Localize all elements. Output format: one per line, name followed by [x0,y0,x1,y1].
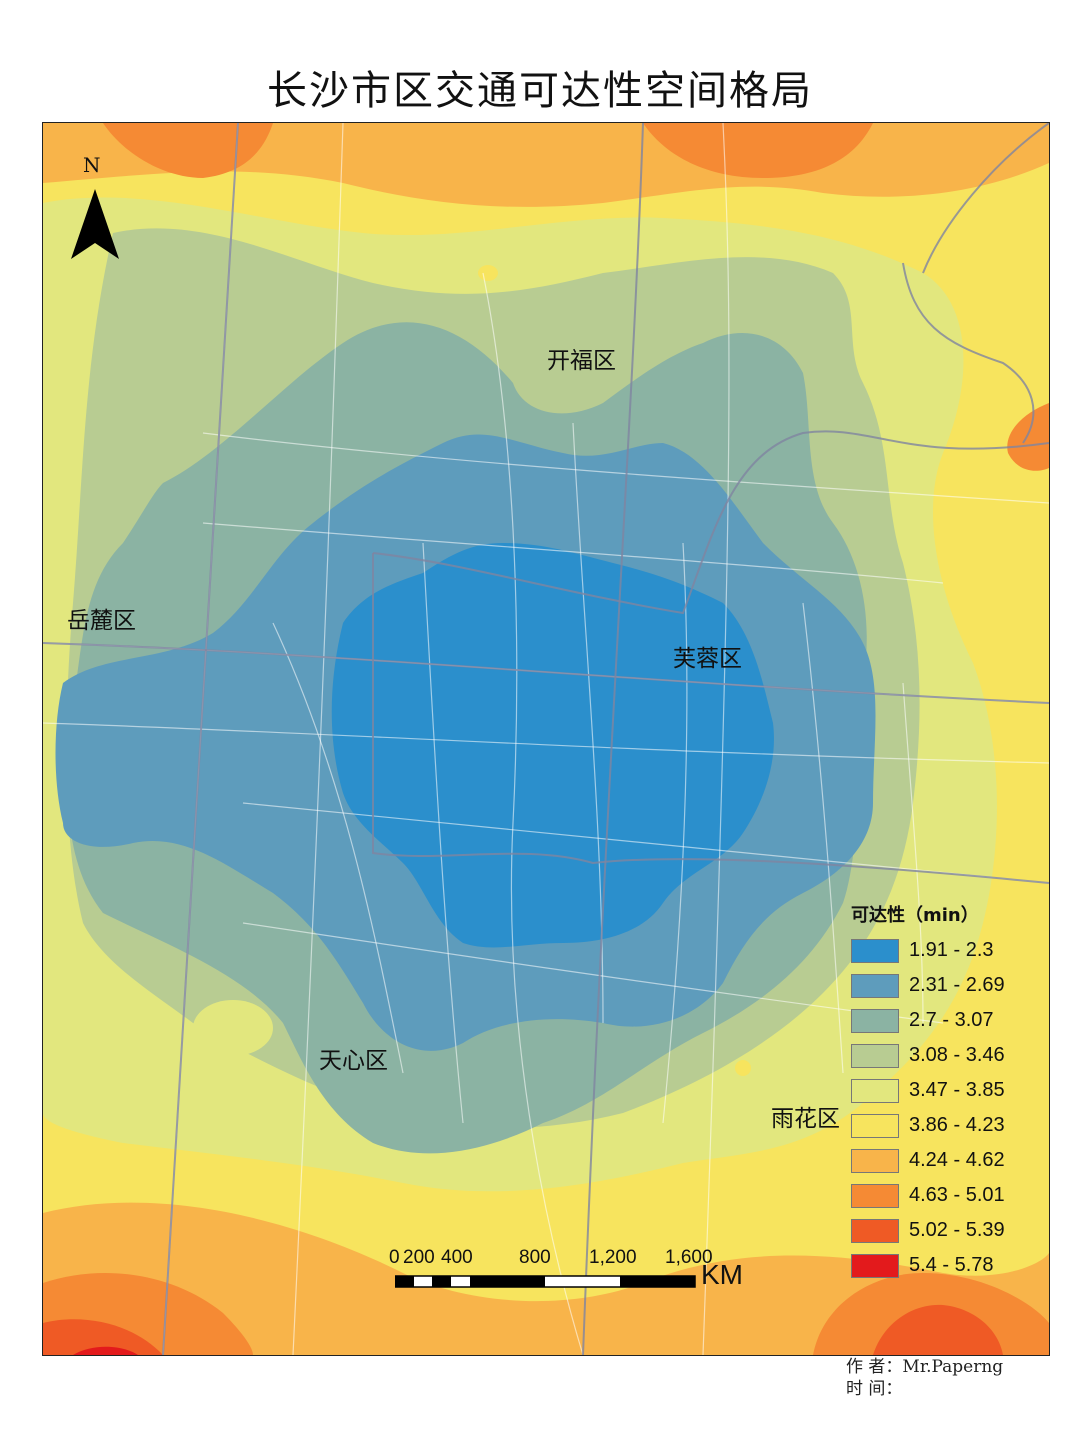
zone-3-86-blob [478,265,498,281]
scale-tick-label: 800 [519,1247,551,1268]
legend-title: 可达性（min） [851,905,979,926]
legend-swatch [851,1008,899,1033]
north-label: N [83,153,101,177]
scale-tick-label: 1,600 [665,1247,713,1268]
legend-item: 2.7 - 3.07 [851,1003,1041,1038]
legend-swatch [851,973,899,998]
legend-item: 3.86 - 4.23 [851,1108,1041,1143]
legend-swatch [851,1078,899,1103]
zone-3-86-blob-2 [735,1060,751,1076]
legend-label: 2.7 - 3.07 [909,1009,994,1031]
district-label-furong: 芙蓉区 [673,646,742,672]
legend-label: 3.08 - 3.46 [909,1044,1005,1066]
legend-item: 2.31 - 2.69 [851,968,1041,1003]
legend-label: 3.47 - 3.85 [909,1079,1005,1101]
scale-tick-label: 1,200 [589,1247,637,1268]
zone-4-63-top-right [643,123,873,178]
zone-5-4-bottom-left [73,1346,138,1355]
zone-5-02-bottom-right [873,1304,1003,1355]
district-label-kaifu: 开福区 [547,348,616,374]
legend-label: 3.86 - 4.23 [909,1114,1005,1136]
legend-swatch [851,1253,899,1278]
zone-5-02-bottom-left [43,1319,163,1355]
legend-label: 5.4 - 5.78 [909,1254,994,1276]
legend-label: 5.02 - 5.39 [909,1219,1005,1241]
legend-swatch [851,1113,899,1138]
page-title: 长沙市区交通可达性空间格局 [267,68,813,114]
scale-bar: 0 200 400 800 1,200 1,600 KM [389,1247,743,1297]
zone-3-47-blob [193,1000,273,1056]
zone-4-63-top-left [103,123,273,178]
map-frame[interactable]: N 开福区 岳麓区 芙蓉区 天心区 雨花区 可达性（min） 1.91 - 2.… [42,122,1050,1356]
scale-tick-label: 0 [389,1247,400,1268]
legend-item: 4.63 - 5.01 [851,1178,1041,1213]
credits: 作 者：Mr.Paperng 时 间： [846,1356,1003,1400]
district-label-yuelu: 岳麓区 [67,608,136,634]
legend-swatch [851,938,899,963]
district-label-yuhua: 雨花区 [771,1106,840,1132]
author-name: Mr.Paperng [902,1357,1004,1377]
scale-tick-label: 400 [441,1247,473,1268]
scale-unit: KM [701,1259,743,1290]
time-label: 时 间： [846,1379,903,1399]
legend-item: 3.08 - 3.46 [851,1038,1041,1073]
legend-label: 2.31 - 2.69 [909,974,1005,996]
main-roads [43,123,1049,1355]
author-label: 作 者： [846,1357,903,1377]
legend-item: 5.02 - 5.39 [851,1213,1041,1248]
legend-item: 5.4 - 5.78 [851,1248,1041,1283]
legend-swatch [851,1218,899,1243]
district-label-tianxin: 天心区 [319,1048,388,1074]
accessibility-map[interactable] [43,123,1049,1355]
legend-label: 1.91 - 2.3 [909,939,994,961]
legend-swatch [851,1183,899,1208]
legend-item: 1.91 - 2.3 [851,933,1041,968]
legend-item: 3.47 - 3.85 [851,1073,1041,1108]
zone-4-63-right [1007,403,1049,471]
north-arrow: N [67,153,123,263]
scale-bar-graphic [395,1275,696,1288]
scale-tick-label: 200 [403,1247,435,1268]
legend-label: 4.24 - 4.62 [909,1149,1005,1171]
legend-label: 4.63 - 5.01 [909,1184,1005,1206]
legend-swatch [851,1043,899,1068]
legend-item: 4.24 - 4.62 [851,1143,1041,1178]
legend: 可达性（min） 1.91 - 2.3 2.31 - 2.69 2.7 - 3.07… [851,901,1041,1283]
north-arrow-icon [71,189,119,259]
legend-swatch [851,1148,899,1173]
